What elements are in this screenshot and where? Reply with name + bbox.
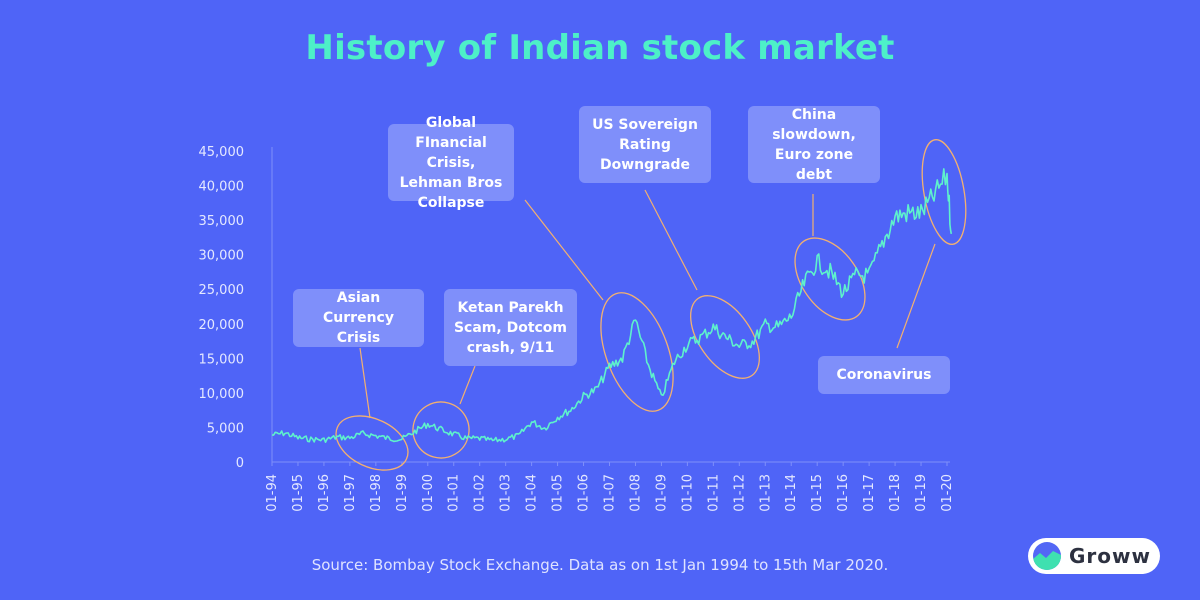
- y-axis: 0 5,000 10,000 15,000 20,000 25,000 30,000 35,0…: [199, 145, 273, 471]
- chart-title: History of Indian stock market: [305, 28, 895, 68]
- annotation-box: China slowdown, Euro zone debt: [748, 106, 880, 183]
- x-tick-label: 01-09: [654, 474, 669, 512]
- x-tick-label: 01-98: [369, 474, 384, 512]
- x-tick-label: 01-00: [421, 474, 436, 512]
- y-tick-label: 0: [236, 456, 244, 471]
- x-axis: 01-94 01-95 01-96 01-97 01-98 01-99 01-00 01-01…: [265, 461, 955, 512]
- annotation-box: Asian Currency Crisis: [293, 289, 424, 347]
- annotation-box: Coronavirus: [818, 356, 950, 394]
- annotation-leader-line: [896, 243, 936, 349]
- y-tick-label: 40,000: [199, 180, 245, 195]
- annotation-ellipse: [794, 237, 866, 321]
- x-tick-label: 01-99: [395, 474, 410, 512]
- annotation-leaders: [359, 189, 936, 419]
- x-tick-label: 01-18: [888, 474, 903, 512]
- annotation-leader-line: [524, 199, 604, 301]
- x-tick-label: 01-97: [343, 474, 358, 512]
- series-group: [271, 168, 953, 443]
- x-tick-label: 01-96: [317, 474, 332, 512]
- annotation-leader-line: [459, 365, 476, 405]
- y-tick-label: 25,000: [199, 283, 245, 298]
- x-tick-label: 01-20: [940, 474, 955, 512]
- x-tick-label: 01-94: [265, 474, 280, 512]
- x-tick-label: 01-16: [836, 474, 851, 512]
- annotation-ellipse: [412, 401, 470, 459]
- x-tick-label: 01-07: [603, 474, 618, 512]
- x-tick-label: 01-12: [732, 474, 747, 512]
- x-tick-label: 01-08: [628, 474, 643, 512]
- x-tick-label: 01-14: [784, 474, 799, 512]
- x-tick-label: 01-15: [810, 474, 825, 512]
- y-tick-label: 15,000: [199, 352, 245, 367]
- x-tick-label: 01-06: [577, 474, 592, 512]
- annotation-ellipse: [335, 415, 409, 471]
- annotation-ellipse: [921, 139, 967, 245]
- annotation-leader-line: [359, 347, 371, 419]
- annotation-ellipses: [335, 139, 967, 471]
- annotation-box: Ketan Parekh Scam, Dotcom crash, 9/11: [444, 289, 577, 366]
- groww-logo-text: Groww: [1069, 544, 1151, 568]
- x-tick-label: 01-11: [706, 474, 721, 512]
- groww-logo: Groww: [1028, 538, 1160, 574]
- x-tick-label: 01-13: [758, 474, 773, 512]
- x-tick-label: 01-19: [914, 474, 929, 512]
- annotation-box: US Sovereign Rating Downgrade: [579, 106, 711, 183]
- x-tick-label: 01-05: [551, 474, 566, 512]
- x-tick-label: 01-10: [680, 474, 695, 512]
- x-tick-label: 01-17: [862, 474, 877, 512]
- x-tick-label: 01-95: [291, 474, 306, 512]
- y-tick-label: 30,000: [199, 249, 245, 264]
- y-tick-label: 35,000: [199, 214, 245, 229]
- annotation-ellipse: [689, 295, 761, 379]
- y-tick-label: 5,000: [207, 421, 244, 436]
- annotation-ellipse: [600, 292, 674, 412]
- source-note: Source: Bombay Stock Exchange. Data as o…: [311, 556, 889, 574]
- series-line: [271, 168, 953, 443]
- y-tick-label: 45,000: [199, 145, 245, 160]
- y-tick-label: 20,000: [199, 318, 245, 333]
- x-tick-label: 01-02: [473, 474, 488, 512]
- groww-logo-icon: [1033, 542, 1061, 570]
- y-tick-label: 10,000: [199, 387, 245, 402]
- annotation-box: Global FInancial Crisis, Lehman Bros Col…: [388, 115, 514, 211]
- x-tick-label: 01-03: [499, 474, 514, 512]
- annotation-leader-line: [644, 189, 698, 291]
- x-tick-label: 01-04: [525, 474, 540, 512]
- x-tick-label: 01-01: [447, 474, 462, 512]
